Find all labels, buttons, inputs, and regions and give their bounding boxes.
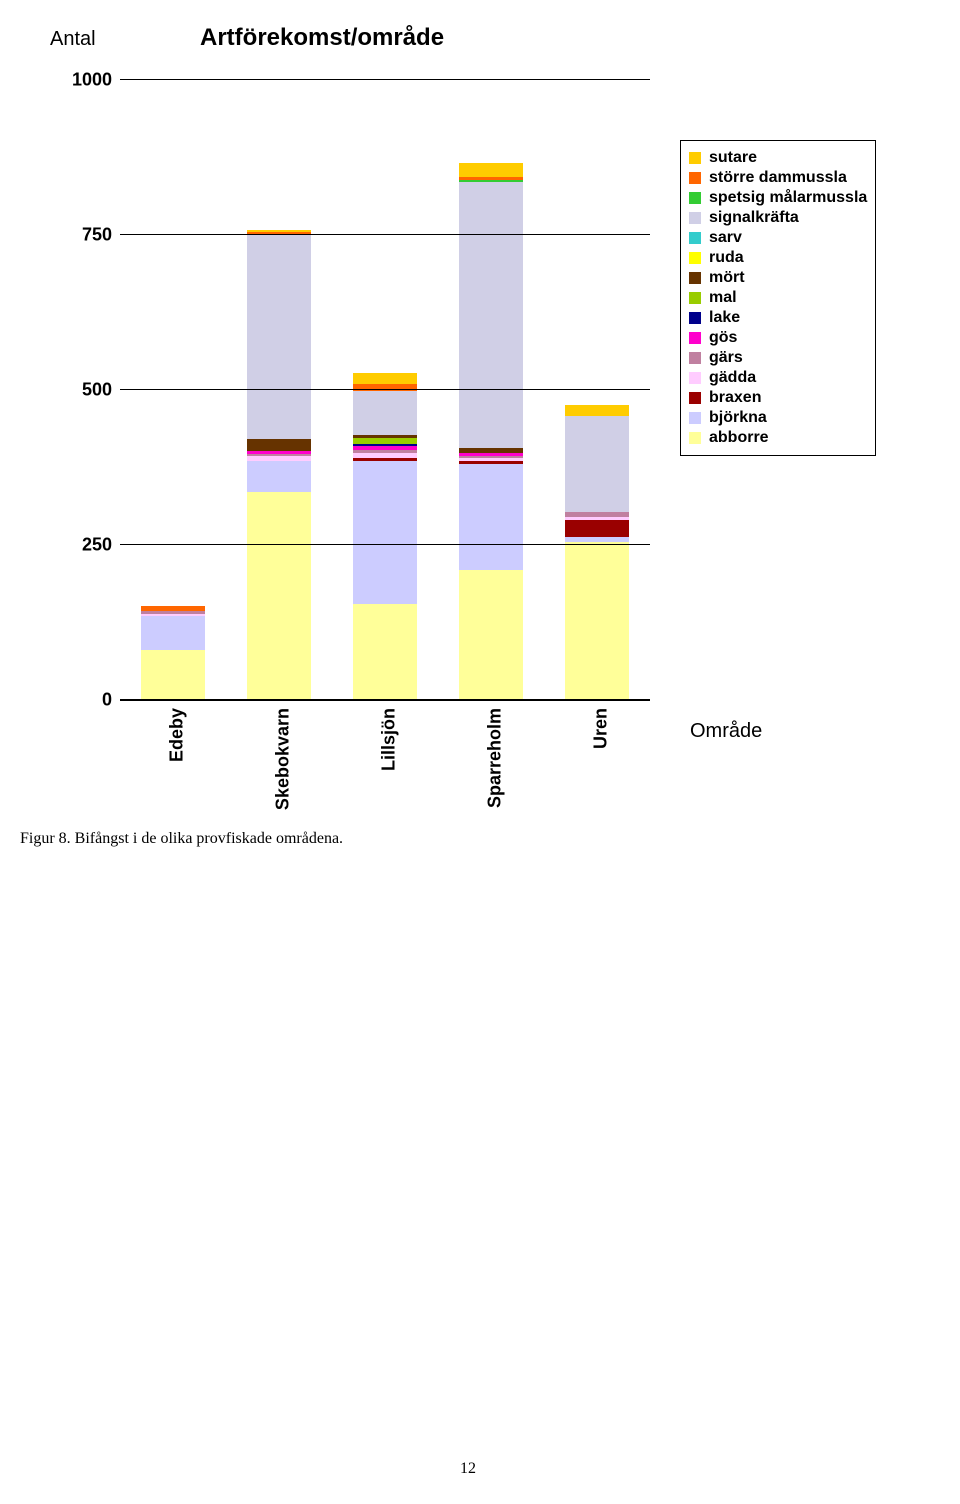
y-axis-title: Antal [50,28,96,51]
legend-item: signalkräfta [689,209,867,227]
bar [459,163,523,700]
legend-swatch [689,352,701,364]
bar-segment [247,492,311,700]
bar-segment [353,391,417,434]
legend-swatch [689,372,701,384]
bar [247,230,311,701]
legend-label: lake [709,309,740,327]
legend-label: sutare [709,149,757,167]
legend-label: signalkräfta [709,209,799,227]
chart-plot-area: EdebySkebokvarnLillsjönSparreholmUren 02… [120,80,650,700]
legend-item: sarv [689,229,867,247]
legend-label: mört [709,269,745,287]
legend-label: större dammussla [709,169,847,187]
bar [353,373,417,700]
legend-item: gärs [689,349,867,367]
legend-label: gärs [709,349,743,367]
legend-swatch [689,212,701,224]
legend-item: större dammussla [689,169,867,187]
legend-swatch [689,172,701,184]
gridline [120,389,650,390]
legend-item: abborre [689,429,867,447]
legend-label: abborre [709,429,769,447]
legend-item: lake [689,309,867,327]
legend-swatch [689,292,701,304]
bar-slot: Lillsjön [332,80,438,700]
x-tick-label: Skebokvarn [265,700,294,810]
bar-slot: Edeby [120,80,226,700]
bar-segment [247,439,311,451]
bar [565,405,629,700]
bar-segment [565,416,629,512]
y-tick-label: 250 [82,535,120,556]
x-tick-label: Lillsjön [371,700,400,771]
legend-label: gädda [709,369,756,387]
x-axis-title: Område [690,720,762,743]
legend-swatch [689,412,701,424]
gridline [120,699,650,700]
legend-item: ruda [689,249,867,267]
bar-slot: Skebokvarn [226,80,332,700]
legend-swatch [689,392,701,404]
bar-segment [353,384,417,391]
legend-label: ruda [709,249,744,267]
legend-swatch [689,252,701,264]
legend-item: mal [689,289,867,307]
legend-swatch [689,232,701,244]
bar-segment [459,163,523,178]
legend-swatch [689,432,701,444]
legend-label: sarv [709,229,742,247]
bar-segment [141,650,205,700]
legend-item: sutare [689,149,867,167]
bar-segment [141,616,205,650]
bar-segment [353,604,417,700]
bar-segment [247,461,311,492]
legend-item: gädda [689,369,867,387]
bar-slot: Sparreholm [438,80,544,700]
legend-swatch [689,332,701,344]
figure-caption: Figur 8. Bifångst i de olika provfiskade… [20,830,343,848]
bar-segment [247,234,311,439]
legend-label: gös [709,329,737,347]
gridline [120,234,650,235]
x-tick-label: Edeby [159,700,188,762]
bar-segment [565,405,629,416]
y-tick-label: 0 [102,690,120,711]
bar [141,606,205,700]
legend-item: mört [689,269,867,287]
gridline [120,544,650,545]
legend-swatch [689,152,701,164]
bar-segment [565,542,629,700]
legend-item: björkna [689,409,867,427]
y-tick-label: 500 [82,380,120,401]
legend-item: braxen [689,389,867,407]
page: Antal Artförekomst/område EdebySkebokvar… [0,0,960,1504]
gridline [120,79,650,80]
bar-segment [459,464,523,569]
y-tick-label: 1000 [72,70,120,91]
chart-title: Artförekomst/område [200,24,444,52]
legend-swatch [689,272,701,284]
bars-container: EdebySkebokvarnLillsjönSparreholmUren [120,80,650,700]
page-number: 12 [460,1460,476,1478]
bar-segment [459,570,523,700]
bar-segment [353,461,417,604]
legend-label: mal [709,289,737,307]
legend-label: spetsig målarmussla [709,189,867,207]
bar-slot: Uren [544,80,650,700]
x-tick-label: Uren [583,700,612,749]
bar-segment [565,520,629,537]
legend-swatch [689,312,701,324]
x-tick-label: Sparreholm [477,700,506,808]
legend: sutare större dammussla spetsig målarmussl… [680,140,876,456]
plot: EdebySkebokvarnLillsjönSparreholmUren 02… [120,80,650,701]
legend-item: spetsig målarmussla [689,189,867,207]
y-tick-label: 750 [82,225,120,246]
legend-label: braxen [709,389,761,407]
legend-item: gös [689,329,867,347]
legend-swatch [689,192,701,204]
bar-segment [353,373,417,384]
legend-label: björkna [709,409,767,427]
bar-segment [459,182,523,449]
